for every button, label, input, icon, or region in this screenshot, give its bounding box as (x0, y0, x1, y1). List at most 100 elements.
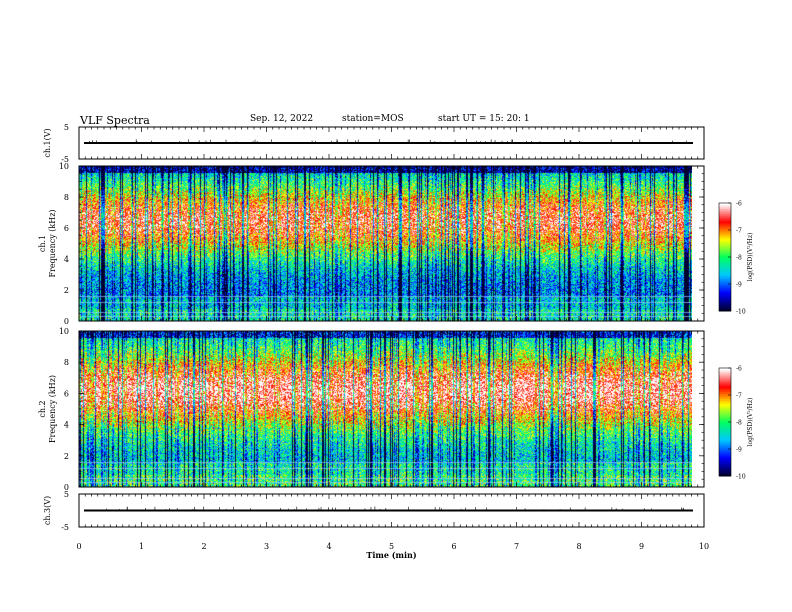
x-tick-label: 3 (264, 542, 269, 551)
colorbar-swatch (719, 285, 731, 289)
colorbar-swatch (719, 287, 731, 290)
colorbar-swatch (719, 402, 731, 405)
x-axis-label: Time (min) (366, 550, 416, 560)
y-axis-label: ch.2 (38, 400, 47, 417)
date-label: Sep. 12, 2022 (250, 114, 314, 124)
colorbar-swatch (719, 260, 731, 263)
y-axis-label: Frequency (kHz) (48, 209, 57, 277)
colorbar-label: log(PSD)(V²/Hz) (747, 233, 754, 282)
colorbar-swatch (719, 461, 731, 464)
colorbar-swatch (719, 375, 731, 378)
y-tick-label: 10 (59, 162, 69, 171)
colorbar-swatch (719, 458, 731, 461)
x-tick-label: 10 (699, 542, 709, 551)
colorbar-swatch (719, 371, 731, 374)
colorbar-swatch (719, 413, 731, 416)
colorbar-swatch (719, 258, 731, 262)
x-tick-label: 9 (639, 542, 644, 551)
y-tick-label: 8 (64, 193, 69, 202)
colorbar-swatch (719, 443, 731, 446)
colorbar-swatch (719, 398, 731, 401)
colorbar-swatch (719, 224, 731, 227)
y-tick-label: 5 (64, 123, 69, 132)
colorbar-swatch (719, 222, 731, 226)
y-axis-label: Frequency (kHz) (48, 375, 57, 443)
colorbar-swatch (719, 217, 731, 220)
colorbar-swatch (719, 226, 731, 229)
colorbar-swatch (719, 404, 731, 407)
colorbar-swatch (719, 380, 731, 383)
colorbar-swatch (719, 249, 731, 253)
colorbar-swatch (719, 293, 731, 296)
spectrogram-raster (79, 166, 692, 321)
colorbar-tick-label: -9 (736, 447, 742, 454)
colorbar-swatch (719, 447, 731, 450)
colorbar-swatch (719, 300, 731, 303)
colorbar-swatch (719, 405, 731, 409)
colorbar-swatch (719, 432, 731, 436)
colorbar-swatch (719, 208, 731, 211)
colorbar-swatch (719, 233, 731, 236)
colorbar-swatch (719, 237, 731, 240)
colorbar-swatch (719, 213, 731, 217)
colorbar-swatch (719, 396, 731, 400)
colorbar-swatch (719, 438, 731, 441)
station-label: station=MOS (342, 114, 404, 124)
colorbar-label: log(PSD)(V²/Hz) (747, 398, 754, 447)
colorbar-swatch (719, 373, 731, 376)
colorbar-swatch (719, 282, 731, 285)
colorbar-swatch (719, 280, 731, 283)
x-tick-label: 6 (451, 542, 456, 551)
colorbar-swatch (719, 456, 731, 459)
start-ut-label: start UT = 15: 20: 1 (438, 114, 530, 124)
colorbar-swatch (719, 284, 731, 287)
colorbar-swatch (719, 382, 731, 385)
colorbar-swatch (719, 240, 731, 244)
colorbar-swatch (719, 411, 731, 414)
y-tick-label: 10 (59, 327, 69, 336)
panel-ch2-spectrogram: log(PSD)(V²/Hz) (78, 330, 754, 488)
colorbar-swatch (719, 253, 731, 256)
colorbar-swatch (719, 429, 731, 432)
colorbar-swatch (719, 465, 731, 468)
colorbar-tick-label: -7 (736, 228, 742, 235)
y-tick-label: 8 (64, 358, 69, 367)
colorbar-tick-label: -9 (736, 282, 742, 289)
colorbar-swatch (719, 267, 731, 271)
colorbar-swatch (719, 474, 731, 477)
x-tick-label: 7 (514, 542, 519, 551)
colorbar-swatch (719, 206, 731, 209)
colorbar-swatch (719, 425, 731, 428)
colorbar-swatch (719, 445, 731, 448)
colorbar-swatch (719, 242, 731, 245)
colorbar-swatch (719, 275, 731, 278)
y-tick-label: 4 (64, 421, 69, 430)
colorbar-swatch (719, 302, 731, 305)
colorbar-swatch (719, 296, 731, 299)
colorbar-swatch (719, 450, 731, 454)
y-tick-label: 4 (64, 255, 69, 264)
colorbar-swatch (719, 203, 731, 206)
colorbar-swatch (719, 378, 731, 382)
colorbar-swatch (719, 414, 731, 418)
spectrogram-raster (79, 331, 692, 487)
colorbar-swatch (719, 303, 731, 307)
colorbar-swatch (719, 431, 731, 434)
colorbar-swatch (719, 307, 731, 310)
colorbar-swatch (719, 231, 731, 235)
colorbar: log(PSD)(V²/Hz) (718, 367, 754, 477)
colorbar-swatch (719, 407, 731, 410)
colorbar-swatch (719, 454, 731, 457)
colorbar-swatch (719, 384, 731, 387)
colorbar-swatch (719, 215, 731, 218)
colorbar-swatch (719, 291, 731, 294)
panel-ch1-spectrogram: log(PSD)(V²/Hz) (78, 165, 754, 322)
x-tick-label: 2 (201, 542, 206, 551)
y-tick-label: 6 (64, 389, 69, 398)
colorbar-swatch (719, 309, 731, 312)
colorbar-swatch (719, 276, 731, 280)
colorbar-swatch (719, 269, 731, 272)
colorbar-swatch (719, 368, 731, 371)
colorbar-swatch (719, 251, 731, 254)
